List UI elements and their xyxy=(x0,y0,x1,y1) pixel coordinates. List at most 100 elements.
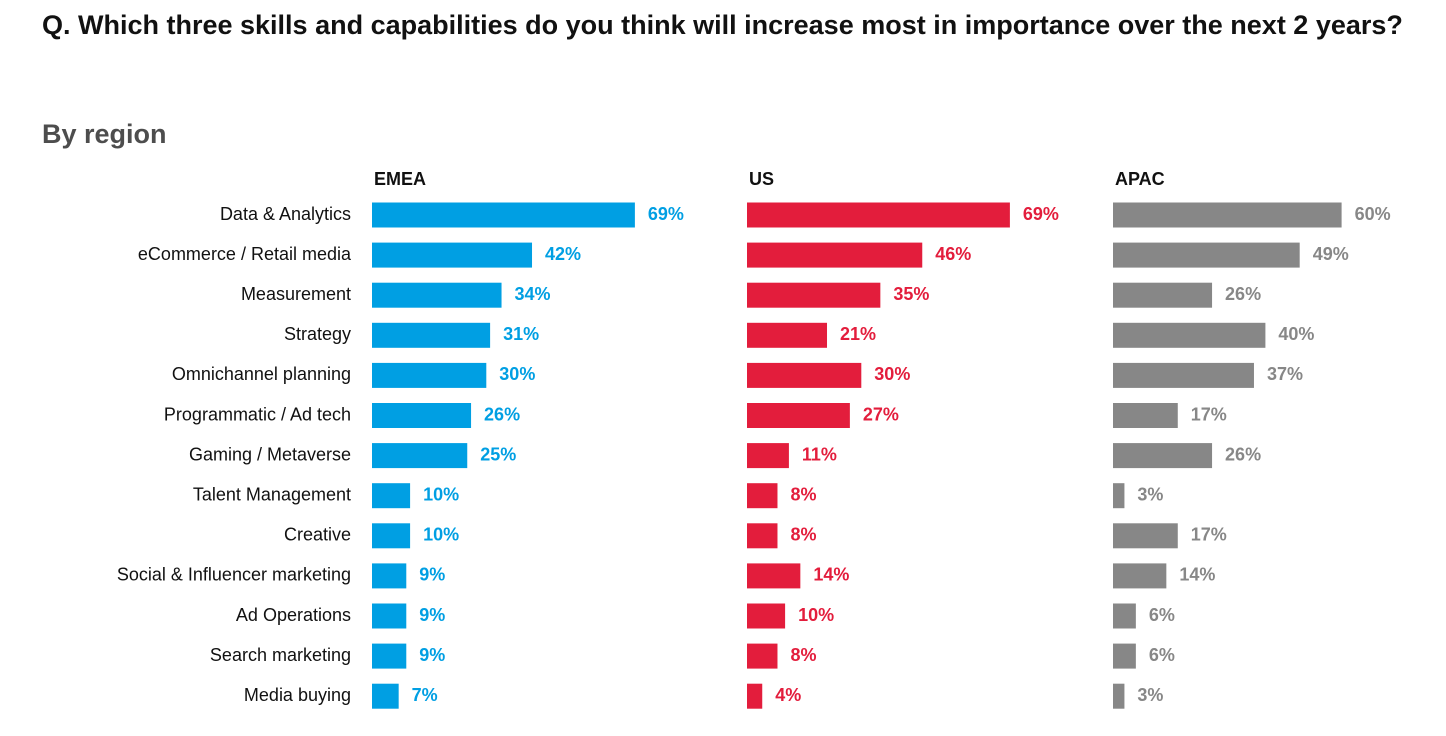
bar-emea-creative xyxy=(372,523,411,549)
value-label-apac-omnichannel-planning: 37% xyxy=(1267,364,1303,384)
category-label-social-and-influencer-marketing: Social & Influencer marketing xyxy=(117,565,351,585)
category-label-gaming-metaverse: Gaming / Metaverse xyxy=(189,444,351,464)
bar-emea-omnichannel-planning xyxy=(372,362,487,388)
bar-us-gaming-metaverse xyxy=(747,443,789,469)
value-label-apac-ad-operations: 6% xyxy=(1149,605,1175,625)
bar-us-ad-operations xyxy=(747,603,786,629)
bar-apac-search-marketing xyxy=(1113,643,1136,669)
panel-title-apac: APAC xyxy=(1115,169,1165,189)
category-label-programmatic-ad-tech: Programmatic / Ad tech xyxy=(164,404,351,424)
bar-apac-ad-operations xyxy=(1113,603,1136,629)
value-label-us-programmatic-ad-tech: 27% xyxy=(863,404,899,424)
value-label-us-omnichannel-planning: 30% xyxy=(874,364,910,384)
bar-emea-talent-management xyxy=(372,483,411,509)
category-label-media-buying: Media buying xyxy=(244,685,351,705)
bar-us-omnichannel-planning xyxy=(747,362,862,388)
value-label-apac-ecommerce-retail-media: 49% xyxy=(1313,244,1349,264)
bar-emea-social-and-influencer-marketing xyxy=(372,563,407,589)
panel-emea: EMEA 69% 42% 34% 31% 30% 26% 25% 10% 10% 9% 9% 9% 7% xyxy=(372,169,684,709)
value-label-apac-data-and-analytics: 60% xyxy=(1355,204,1391,224)
bar-apac-strategy xyxy=(1113,322,1266,348)
bar-us-programmatic-ad-tech xyxy=(747,403,850,428)
category-label-omnichannel-planning: Omnichannel planning xyxy=(172,364,351,384)
value-label-us-gaming-metaverse: 11% xyxy=(802,444,837,464)
bar-apac-gaming-metaverse xyxy=(1113,443,1213,469)
value-label-emea-ecommerce-retail-media: 42% xyxy=(545,244,581,264)
value-label-us-search-marketing: 8% xyxy=(790,645,816,665)
panel-title-us: US xyxy=(749,169,774,189)
bar-emea-strategy xyxy=(372,322,491,348)
value-label-us-measurement: 35% xyxy=(893,284,929,304)
value-label-emea-programmatic-ad-tech: 26% xyxy=(484,404,520,424)
bar-emea-ecommerce-retail-media xyxy=(372,242,533,268)
value-label-us-creative: 8% xyxy=(790,525,816,545)
bar-apac-social-and-influencer-marketing xyxy=(1113,563,1167,589)
category-label-strategy: Strategy xyxy=(284,324,351,344)
panel-title-emea: EMEA xyxy=(374,169,426,189)
bar-us-strategy xyxy=(747,322,828,348)
category-label-ecommerce-retail-media: eCommerce / Retail media xyxy=(138,244,352,264)
value-label-apac-talent-management: 3% xyxy=(1137,484,1163,504)
bar-emea-ad-operations xyxy=(372,603,407,629)
value-label-us-strategy: 21% xyxy=(840,324,876,344)
value-label-apac-search-marketing: 6% xyxy=(1149,645,1175,665)
category-label-data-and-analytics: Data & Analytics xyxy=(220,204,351,224)
value-label-emea-media-buying: 7% xyxy=(412,685,438,705)
bar-emea-gaming-metaverse xyxy=(372,443,468,469)
bar-us-social-and-influencer-marketing xyxy=(747,563,801,589)
value-label-emea-measurement: 34% xyxy=(515,284,551,304)
value-label-emea-talent-management: 10% xyxy=(423,484,459,504)
value-label-emea-creative: 10% xyxy=(423,525,459,545)
value-label-us-ecommerce-retail-media: 46% xyxy=(935,244,971,264)
value-label-us-ad-operations: 10% xyxy=(798,605,834,625)
bar-us-creative xyxy=(747,523,778,549)
bar-emea-media-buying xyxy=(372,683,399,709)
value-label-apac-social-and-influencer-marketing: 14% xyxy=(1179,565,1215,585)
bar-us-ecommerce-retail-media xyxy=(747,242,923,268)
value-label-emea-strategy: 31% xyxy=(503,324,539,344)
bar-us-media-buying xyxy=(747,683,763,709)
bar-apac-omnichannel-planning xyxy=(1113,362,1254,388)
category-label-creative: Creative xyxy=(284,525,351,545)
bar-us-search-marketing xyxy=(747,643,778,669)
bar-us-talent-management xyxy=(747,483,778,509)
bar-apac-talent-management xyxy=(1113,483,1125,509)
bar-apac-programmatic-ad-tech xyxy=(1113,403,1178,428)
value-label-us-media-buying: 4% xyxy=(775,685,801,705)
bar-apac-media-buying xyxy=(1113,683,1125,709)
value-label-emea-search-marketing: 9% xyxy=(419,645,445,665)
chart-subtitle: By region xyxy=(42,119,167,149)
bar-us-data-and-analytics xyxy=(747,202,1010,228)
bar-apac-ecommerce-retail-media xyxy=(1113,242,1300,268)
value-label-emea-data-and-analytics: 69% xyxy=(648,204,684,224)
bar-apac-creative xyxy=(1113,523,1178,549)
bar-emea-measurement xyxy=(372,282,502,308)
value-label-apac-strategy: 40% xyxy=(1278,324,1314,344)
bar-emea-data-and-analytics xyxy=(372,202,635,228)
category-label-search-marketing: Search marketing xyxy=(210,645,351,665)
value-label-emea-omnichannel-planning: 30% xyxy=(499,364,535,384)
value-label-emea-social-and-influencer-marketing: 9% xyxy=(419,565,445,585)
value-label-us-data-and-analytics: 69% xyxy=(1023,204,1059,224)
panel-us: US 69% 46% 35% 21% 30% 27% 11% 8% 8% 14% 10% 8% 4% xyxy=(747,169,1059,709)
bar-us-measurement xyxy=(747,282,881,308)
category-label-talent-management: Talent Management xyxy=(193,484,351,504)
value-label-apac-gaming-metaverse: 26% xyxy=(1225,444,1261,464)
value-label-emea-gaming-metaverse: 25% xyxy=(480,444,516,464)
value-label-us-talent-management: 8% xyxy=(790,484,816,504)
bar-apac-measurement xyxy=(1113,282,1213,308)
value-label-apac-media-buying: 3% xyxy=(1137,685,1163,705)
question-title: Q. Which three skills and capabilities d… xyxy=(42,10,1403,40)
value-label-emea-ad-operations: 9% xyxy=(419,605,445,625)
category-label-ad-operations: Ad Operations xyxy=(236,605,351,625)
category-label-measurement: Measurement xyxy=(241,284,351,304)
bar-emea-programmatic-ad-tech xyxy=(372,403,472,428)
bar-apac-data-and-analytics xyxy=(1113,202,1342,228)
value-label-apac-programmatic-ad-tech: 17% xyxy=(1191,404,1227,424)
value-label-us-social-and-influencer-marketing: 14% xyxy=(813,565,849,585)
value-label-apac-measurement: 26% xyxy=(1225,284,1261,304)
value-label-apac-creative: 17% xyxy=(1191,525,1227,545)
bar-emea-search-marketing xyxy=(372,643,407,669)
